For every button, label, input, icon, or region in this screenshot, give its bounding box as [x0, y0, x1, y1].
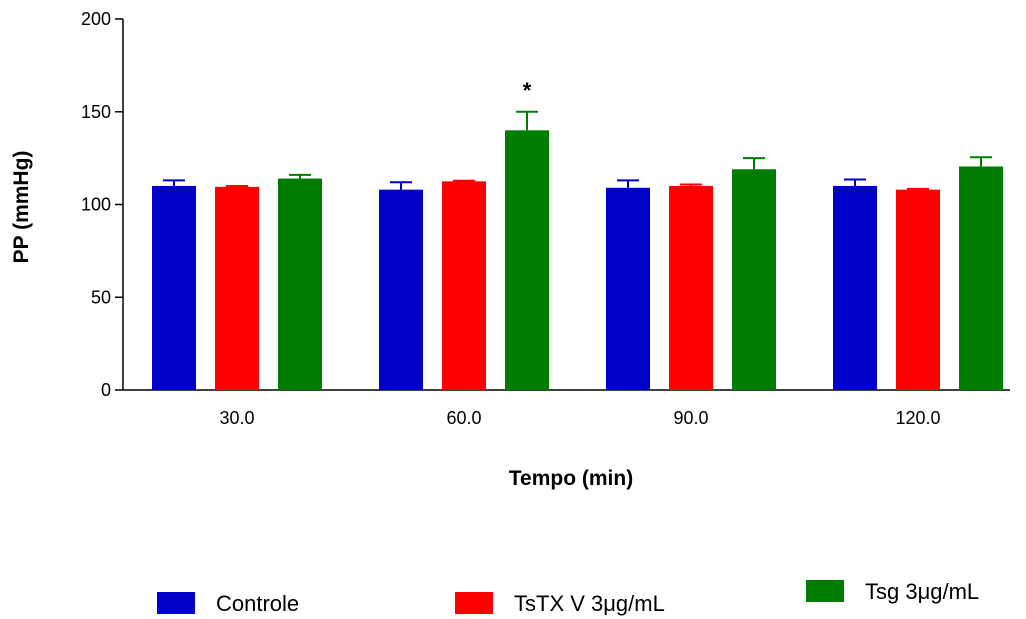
legend-label: Tsg 3μg/mL [865, 579, 979, 604]
x-axis: 30.0 60.0 90.0 120.0 [123, 389, 1010, 428]
legend-swatch [157, 592, 195, 614]
x-tick-label: 90.0 [673, 408, 708, 428]
bar [833, 185, 877, 390]
legend-swatch [455, 592, 493, 614]
bar [215, 186, 259, 390]
bars [152, 110, 1003, 391]
legend-label: Controle [216, 591, 299, 616]
bar [669, 185, 713, 390]
legend-swatch [806, 580, 844, 602]
bar [442, 181, 486, 390]
bar [152, 185, 196, 390]
y-axis-title: PP (mmHg) [10, 151, 33, 264]
x-tick-label: 30.0 [219, 408, 254, 428]
y-tick-label: 150 [81, 102, 111, 122]
x-tick-label: 120.0 [895, 408, 940, 428]
bar [505, 130, 549, 391]
x-axis-title: Tempo (min) [509, 467, 633, 490]
bar [896, 189, 940, 390]
bar [959, 166, 1003, 390]
y-tick-label: 0 [101, 380, 111, 400]
y-tick-label: 200 [81, 9, 111, 29]
legend: Controle TsTX V 3μg/mL Tsg 3μg/mL [157, 579, 979, 616]
annotations: * [523, 78, 532, 103]
y-tick-label: 100 [81, 195, 111, 215]
significance-marker: * [523, 78, 532, 103]
bar [379, 189, 423, 390]
x-tick-label: 60.0 [446, 408, 481, 428]
y-tick-label: 50 [91, 287, 111, 307]
bar [606, 187, 650, 390]
y-axis: 0 50 100 150 200 [81, 9, 124, 400]
legend-label: TsTX V 3μg/mL [514, 591, 665, 616]
bar [732, 169, 776, 390]
bar [278, 178, 322, 390]
